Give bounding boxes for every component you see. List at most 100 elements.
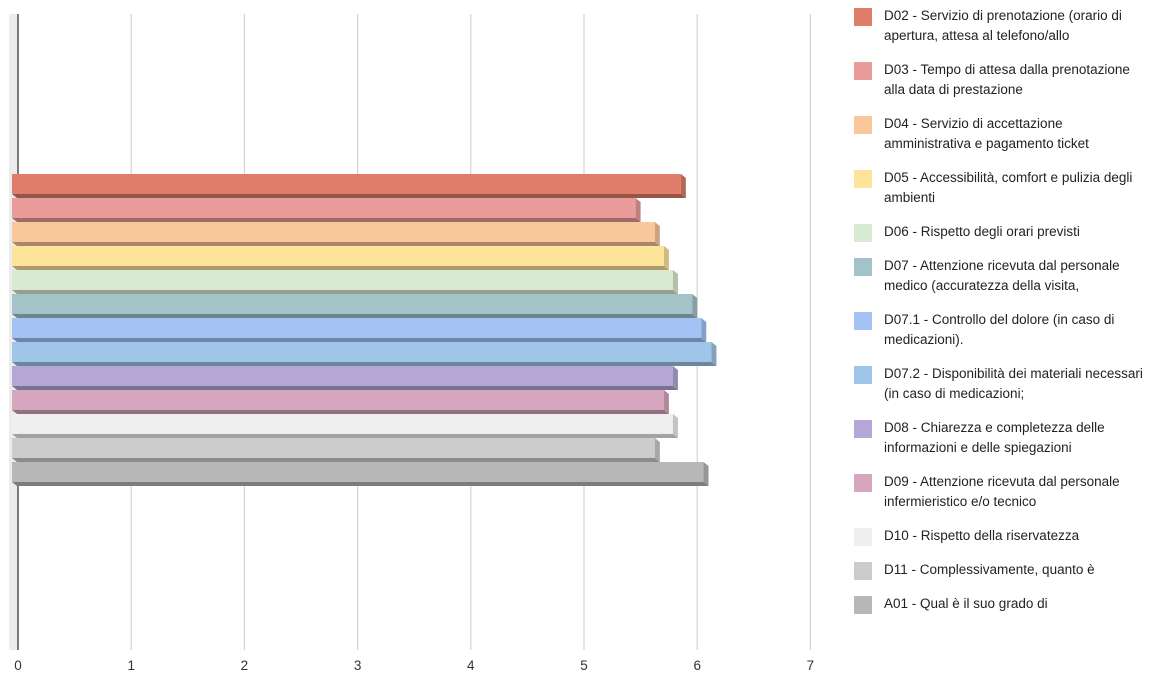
bars-layer: [12, 174, 717, 486]
bar-bottom-face: [12, 290, 678, 294]
legend-item: D10 - Rispetto della riservatezza: [854, 526, 1150, 546]
bar-front: [12, 366, 673, 386]
bar-end-face: [711, 342, 717, 366]
bar: [12, 198, 641, 222]
bar-end-face: [654, 438, 660, 462]
legend-label: A01 - Qual è il suo grado di: [884, 596, 1048, 611]
bar-bottom-face: [12, 386, 678, 390]
bar-front: [12, 270, 673, 290]
legend-swatch: [854, 562, 872, 580]
legend-swatch: [854, 258, 872, 276]
bar-bottom-face: [12, 314, 698, 318]
bar-end-face: [672, 414, 678, 438]
bar-bottom-face: [12, 362, 717, 366]
x-tick-label: 2: [241, 658, 249, 673]
bar-front: [12, 198, 636, 218]
bar: [12, 462, 709, 486]
legend-item: D04 - Servizio di accettazione amministr…: [854, 114, 1150, 154]
bar-bottom-face: [12, 266, 669, 270]
x-tick-label: 0: [14, 658, 22, 673]
legend-item: D07.2 - Disponibilità dei materiali nece…: [854, 364, 1150, 404]
legend-label: D10 - Rispetto della riservatezza: [884, 528, 1080, 543]
bar: [12, 294, 698, 318]
bar-front: [12, 246, 664, 266]
bar-end-face: [663, 246, 669, 270]
legend-item: D08 - Chiarezza e completezza delle info…: [854, 418, 1150, 458]
legend-item: D07.1 - Controllo del dolore (in caso di…: [854, 310, 1150, 350]
bar-front: [12, 414, 673, 434]
legend-item: D09 - Attenzione ricevuta dal personale …: [854, 472, 1150, 512]
bar-front: [12, 462, 704, 482]
legend-swatch: [854, 62, 872, 80]
bar: [12, 318, 707, 342]
bar: [12, 174, 686, 198]
bar-end-face: [692, 294, 698, 318]
legend-label: D06 - Rispetto degli orari previsti: [884, 224, 1080, 239]
legend-label: D04 - Servizio di accettazione amministr…: [884, 116, 1089, 151]
bar-front: [12, 342, 712, 362]
legend-label: D07.2 - Disponibilità dei materiali nece…: [884, 366, 1143, 401]
bar-bottom-face: [12, 434, 678, 438]
legend-item: D06 - Rispetto degli orari previsti: [854, 222, 1150, 242]
legend-swatch: [854, 170, 872, 188]
bar: [12, 222, 660, 246]
bar-front: [12, 318, 702, 338]
bar-front: [12, 222, 655, 242]
x-tick-label: 7: [807, 658, 815, 673]
bar-front: [12, 438, 655, 458]
legend-swatch: [854, 474, 872, 492]
legend-item: D03 - Tempo di attesa dalla prenotazione…: [854, 60, 1150, 100]
bar-end-face: [680, 174, 686, 198]
legend-item: D05 - Accessibilità, comfort e pulizia d…: [854, 168, 1150, 208]
bar-front: [12, 390, 664, 410]
bar: [12, 342, 717, 366]
x-tick-label: 4: [467, 658, 475, 673]
x-tick-label: 3: [354, 658, 362, 673]
legend-swatch: [854, 596, 872, 614]
legend-label: D07 - Attenzione ricevuta dal personale …: [884, 258, 1120, 293]
bar-bottom-face: [12, 410, 669, 414]
bar-bottom-face: [12, 218, 641, 222]
legend-label: D08 - Chiarezza e completezza delle info…: [884, 420, 1105, 455]
bar: [12, 270, 678, 294]
bar-bottom-face: [12, 458, 660, 462]
bar-front: [12, 294, 693, 314]
bar-end-face: [654, 222, 660, 246]
x-tick-label: 1: [127, 658, 135, 673]
legend-label: D03 - Tempo di attesa dalla prenotazione…: [884, 62, 1130, 97]
legend-swatch: [854, 312, 872, 330]
bar-end-face: [635, 198, 641, 222]
legend: D02 - Servizio di prenotazione (orario d…: [854, 6, 1150, 628]
legend-item: A01 - Qual è il suo grado di: [854, 594, 1150, 614]
legend-label: D11 - Complessivamente, quanto è: [884, 562, 1095, 577]
legend-swatch: [854, 420, 872, 438]
bar-end-face: [703, 462, 709, 486]
bar: [12, 390, 669, 414]
bar-bottom-face: [12, 482, 709, 486]
bar-end-face: [672, 366, 678, 390]
legend-label: D05 - Accessibilità, comfort e pulizia d…: [884, 170, 1133, 205]
legend-swatch: [854, 528, 872, 546]
bar: [12, 366, 678, 390]
bar-bottom-face: [12, 338, 707, 342]
bar-end-face: [701, 318, 707, 342]
bar-end-face: [672, 270, 678, 294]
bar: [12, 414, 678, 438]
x-tick-label: 6: [693, 658, 701, 673]
bar-end-face: [663, 390, 669, 414]
bar-front: [12, 174, 681, 194]
legend-item: D07 - Attenzione ricevuta dal personale …: [854, 256, 1150, 296]
legend-swatch: [854, 366, 872, 384]
bar-bottom-face: [12, 194, 686, 198]
legend-swatch: [854, 224, 872, 242]
legend-swatch: [854, 8, 872, 26]
legend-label: D02 - Servizio di prenotazione (orario d…: [884, 8, 1122, 43]
legend-label: D07.1 - Controllo del dolore (in caso di…: [884, 312, 1115, 347]
x-tick-label: 5: [580, 658, 588, 673]
legend-item: D11 - Complessivamente, quanto è: [854, 560, 1150, 580]
legend-label: D09 - Attenzione ricevuta dal personale …: [884, 474, 1120, 509]
legend-swatch: [854, 116, 872, 134]
x-axis-ticks: 0 1 2 3 4 5 6 7: [14, 658, 814, 673]
legend-item: D02 - Servizio di prenotazione (orario d…: [854, 6, 1150, 46]
